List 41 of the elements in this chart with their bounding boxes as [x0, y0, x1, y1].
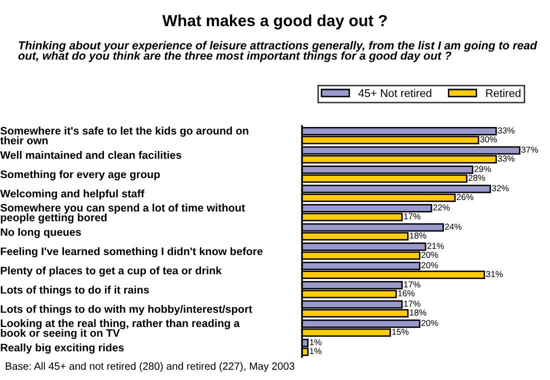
data-label: 1% [310, 339, 322, 346]
y-tick-label: Somewhere it's safe to let the kids go around on their own [0, 126, 248, 144]
y-tick-label: Welcoming and helpful staff [0, 189, 144, 200]
data-label: 31% [486, 271, 503, 278]
data-label: 17% [404, 281, 420, 288]
y-tick-label: Lots of things to do with my hobby/interest/sport [0, 304, 252, 316]
data-label: 21% [427, 242, 444, 249]
data-label: 29% [474, 166, 491, 172]
data-label: 37% [521, 146, 538, 153]
y-tick-label: No long queues [0, 228, 81, 238]
y-tick-label: Somewhere you can spend a lot of time without people getting bored [0, 204, 245, 224]
data-label: 33% [498, 127, 514, 134]
data-label: 16% [398, 290, 414, 296]
data-label: 33% [498, 156, 514, 162]
y-tick-label: Something for every age group [0, 170, 160, 180]
data-label: 22% [433, 204, 450, 210]
data-label: 26% [456, 194, 474, 200]
data-label: 15% [392, 328, 409, 335]
data-label: 20% [421, 262, 438, 268]
data-label: 28% [468, 174, 486, 181]
y-tick-label: Really big exciting rides [0, 343, 124, 354]
data-label: 30% [480, 136, 497, 142]
data-label: 17% [404, 300, 420, 307]
data-label: 32% [492, 185, 509, 192]
y-tick-label: Feeling I've learned something I didn't know before [0, 247, 263, 258]
y-tick-label: Plenty of places to get a cup of tea or drink [0, 266, 222, 277]
y-tick-label: Looking at the real thing, rather than reading a book or seeing it on TV [0, 319, 240, 340]
data-label: 17% [404, 213, 420, 220]
chart-title: What makes a good day out ? [162, 14, 387, 30]
data-label: 20% [421, 252, 438, 258]
data-label: 20% [421, 320, 438, 326]
y-tick-label: Lots of things to do if it rains [0, 286, 149, 296]
chart-subtitle: Thinking about your experience of leisure attractions generally, from the list I am going to read out, what do you think are the three most important things for a good day out ? [18, 41, 538, 62]
y-tick-label: Well maintained and clean facilities [0, 150, 182, 159]
data-label: 18% [410, 232, 426, 239]
legend-label: 45+ Not retired [358, 88, 432, 98]
data-label: 18% [410, 310, 426, 316]
text: Base: All 45+ and not retired (280) and retired (227), May 2003 [6, 362, 294, 372]
legend-label: Retired [486, 88, 520, 98]
data-label: 1% [310, 348, 322, 354]
data-label: 24% [445, 224, 462, 230]
